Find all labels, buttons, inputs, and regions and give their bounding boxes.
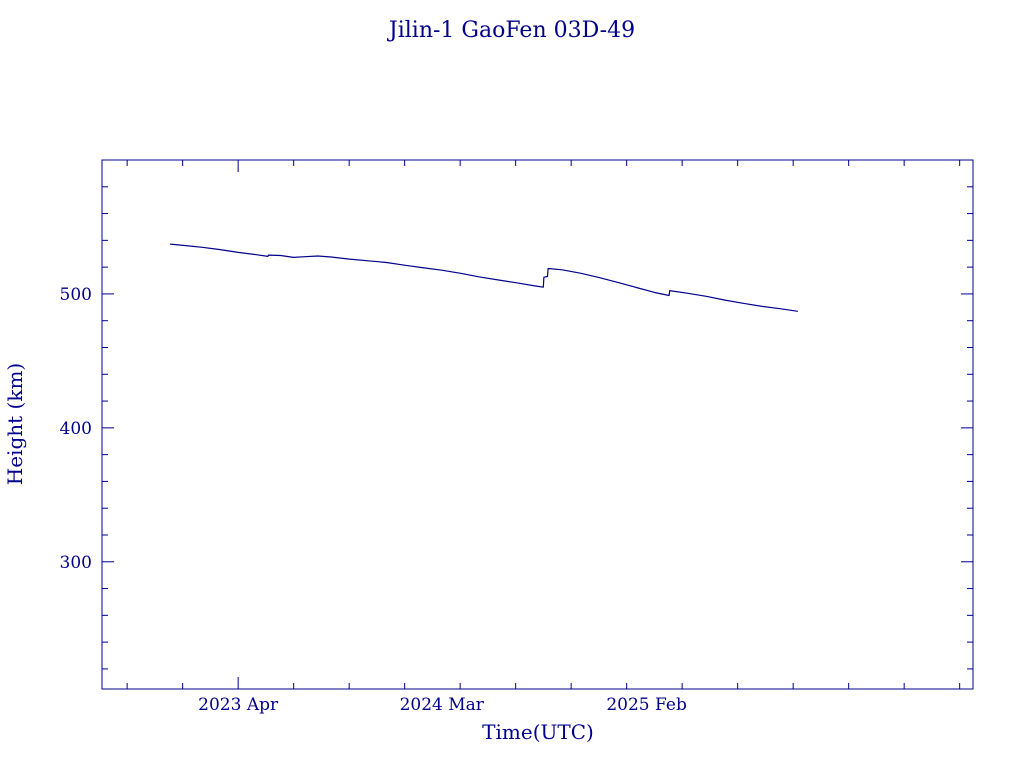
plot-frame xyxy=(101,159,974,690)
y-tick-label: 400 xyxy=(60,419,92,439)
x-tick-label: 2023 Apr xyxy=(198,695,279,715)
x-tick-label: 2024 Mar xyxy=(400,695,485,715)
plot-layer: 300 400 500 2023 Apr 2024 Mar 2025 Feb xyxy=(60,159,974,715)
y-tick-label: 300 xyxy=(60,553,92,573)
x-axis-label: Time(UTC) xyxy=(482,720,594,744)
y-axis-label: Height (km) xyxy=(3,363,27,485)
chart-title: Jilin-1 GaoFen 03D-49 xyxy=(387,18,635,43)
y-tick-label: 500 xyxy=(60,285,92,305)
x-tick-label: 2025 Feb xyxy=(606,695,687,715)
height-series-line xyxy=(170,243,798,312)
